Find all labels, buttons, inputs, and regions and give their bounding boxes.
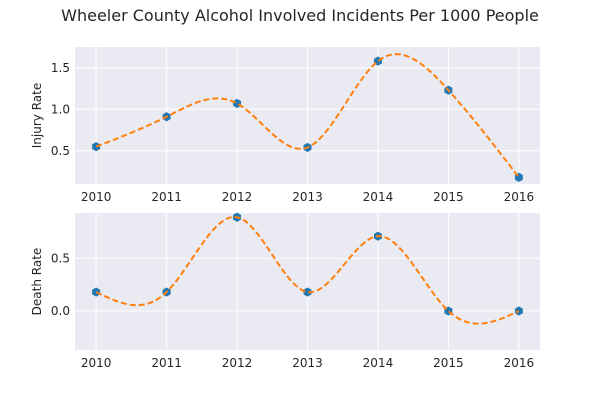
data-point	[92, 287, 101, 297]
data-point	[303, 287, 312, 297]
y-tick-label: 0.0	[51, 304, 70, 318]
interpolated-curve	[95, 215, 520, 325]
interpolated-curve	[95, 53, 520, 178]
data-point	[92, 142, 101, 152]
x-tick-label: 2016	[504, 356, 535, 370]
y-tick-label: 0.5	[51, 251, 70, 265]
y-axis-label: Injury Rate	[30, 83, 44, 148]
x-tick-label: 2014	[363, 190, 394, 204]
x-tick-label: 2011	[151, 356, 182, 370]
death-rate-panel: 2010 2011 2012 2013 2014 2015 2016 0.0 0.5 Death …	[30, 212, 540, 370]
data-point	[514, 306, 523, 316]
x-tick-label: 2010	[81, 190, 112, 204]
y-axis-label: Death Rate	[30, 248, 44, 316]
x-tick-label: 2011	[151, 190, 182, 204]
y-tick-label: 1.0	[51, 102, 70, 116]
y-tick-label: 0.5	[51, 144, 70, 158]
x-tick-label: 2016	[504, 190, 535, 204]
x-tick-label: 2013	[292, 356, 323, 370]
y-tick-label: 1.5	[51, 61, 70, 75]
x-tick-label: 2013	[292, 190, 323, 204]
x-tick-label: 2014	[363, 356, 394, 370]
x-tick-label: 2012	[222, 190, 253, 204]
x-tick-label: 2015	[433, 356, 464, 370]
x-tick-label: 2012	[222, 356, 253, 370]
injury-rate-panel: 2010 2011 2012 2013 2014 2015 2016 0.5 1.0 1.5 Inj…	[30, 47, 540, 204]
x-tick-label: 2015	[433, 190, 464, 204]
x-tick-label: 2010	[81, 356, 112, 370]
chart-title: Wheeler County Alcohol Involved Incident…	[61, 6, 539, 25]
